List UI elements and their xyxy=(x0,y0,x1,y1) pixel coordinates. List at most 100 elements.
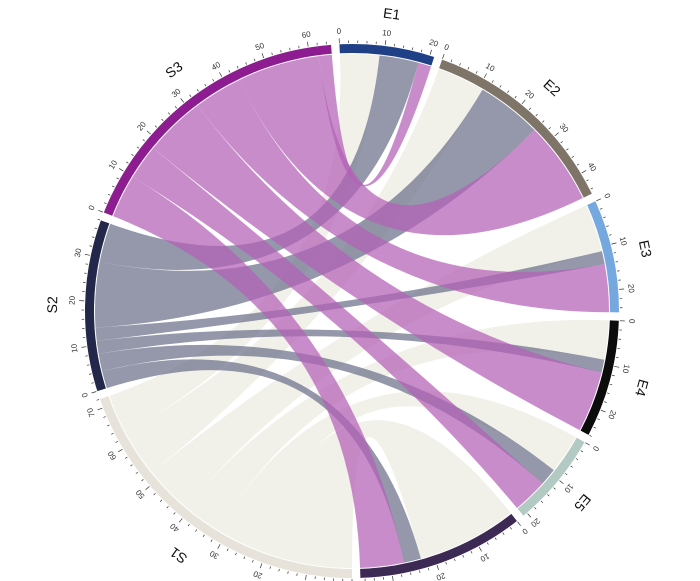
tick-mark xyxy=(419,570,421,573)
tick-mark xyxy=(427,567,430,571)
sector-arc-E2 xyxy=(439,59,592,198)
tick-label: 20 xyxy=(523,88,536,101)
tick-label: 10 xyxy=(562,482,575,495)
tick-mark xyxy=(534,507,537,510)
tick-label: 0 xyxy=(87,203,97,211)
tick-mark xyxy=(566,148,569,151)
tick-mark xyxy=(187,523,190,527)
tick-label: 50 xyxy=(134,488,147,501)
tick-label: 0 xyxy=(520,526,529,536)
tick-mark xyxy=(243,556,246,560)
tick-mark xyxy=(509,527,512,530)
tick-mark xyxy=(586,179,589,182)
sector-arc-S2 xyxy=(85,220,110,392)
chord-link-S1-E6 xyxy=(253,420,511,568)
tick-mark xyxy=(445,561,447,565)
tick-label: 50 xyxy=(254,41,266,53)
tick-mark xyxy=(559,480,564,485)
tick-label: 20 xyxy=(626,284,636,294)
tick-mark xyxy=(117,448,123,453)
tick-mark xyxy=(195,529,198,532)
tick-mark xyxy=(154,125,158,128)
tick-mark xyxy=(614,365,620,368)
tick-mark xyxy=(575,458,579,461)
tick-mark xyxy=(470,550,473,554)
tick-mark xyxy=(103,416,106,418)
tick-mark xyxy=(521,99,526,105)
tick-mark xyxy=(442,53,445,59)
tick-mark xyxy=(278,568,280,572)
sector-label-S2: S2 xyxy=(44,296,60,314)
tick-label: 10 xyxy=(621,364,632,375)
tick-label: 40 xyxy=(586,161,599,174)
tick-label: 10 xyxy=(382,28,392,38)
tick-mark xyxy=(253,58,256,62)
tick-mark xyxy=(107,193,111,196)
tick-label: 0 xyxy=(336,27,341,36)
tick-mark xyxy=(499,85,502,88)
tick-mark xyxy=(450,59,453,63)
tick-mark xyxy=(590,187,594,190)
tick-mark xyxy=(126,161,129,164)
tick-mark xyxy=(159,499,163,502)
tick-mark xyxy=(305,575,307,581)
tick-mark xyxy=(604,401,607,403)
tick-mark xyxy=(259,563,263,569)
sector-arc-E5 xyxy=(517,437,585,516)
tick-mark xyxy=(96,399,100,401)
tick-mark xyxy=(174,106,177,109)
tick-label: 40 xyxy=(168,521,181,534)
tick-mark xyxy=(167,112,171,115)
tick-mark xyxy=(91,391,97,394)
tick-mark xyxy=(502,532,505,535)
tick-mark xyxy=(453,558,456,562)
tick-mark xyxy=(107,424,110,427)
tick-mark xyxy=(280,50,282,53)
tick-mark xyxy=(514,95,517,99)
chord-link-S3-E6 xyxy=(113,176,404,568)
chord-link-S3-E3 xyxy=(197,80,610,313)
tick-mark xyxy=(613,252,617,254)
tick-mark xyxy=(236,65,239,69)
tick-label: 40 xyxy=(210,60,223,72)
tick-mark xyxy=(135,471,139,474)
tick-mark xyxy=(219,72,223,77)
tick-mark xyxy=(178,518,183,523)
tick-label: 0 xyxy=(602,192,612,200)
tick-label: 60 xyxy=(301,30,312,40)
tick-label: 10 xyxy=(69,343,79,354)
tick-mark xyxy=(478,546,482,552)
tick-mark xyxy=(580,450,584,453)
tick-mark xyxy=(548,127,551,130)
tick-mark xyxy=(410,572,412,576)
tick-label: 30 xyxy=(73,247,84,258)
sector-label-S1: S1 xyxy=(167,544,190,567)
tick-mark xyxy=(467,66,470,70)
tick-label: 20 xyxy=(135,119,148,132)
tick-label: 0 xyxy=(627,319,636,324)
tick-mark xyxy=(436,565,439,571)
tick-mark xyxy=(202,534,205,538)
tick-mark xyxy=(475,71,478,74)
sector-arc-E6 xyxy=(360,513,517,578)
tick-mark xyxy=(597,418,600,421)
tick-mark xyxy=(204,83,207,87)
tick-mark xyxy=(118,168,124,172)
tick-mark xyxy=(420,49,423,53)
tick-mark xyxy=(600,409,606,413)
tick-mark xyxy=(81,346,87,348)
tick-label: 20 xyxy=(252,569,264,581)
tick-mark xyxy=(131,154,134,157)
tick-label: 30 xyxy=(208,548,221,560)
chord-link-S1-E1 xyxy=(109,54,380,433)
tick-mark xyxy=(535,113,538,117)
chord-links xyxy=(95,54,610,568)
tick-mark xyxy=(189,94,192,97)
tick-mark xyxy=(142,139,145,142)
tick-mark xyxy=(429,49,432,55)
tick-mark xyxy=(98,209,104,213)
chord-link-S2-E6 xyxy=(102,359,421,563)
tick-mark xyxy=(141,479,144,482)
tick-mark xyxy=(130,464,133,467)
tick-mark xyxy=(153,493,156,496)
